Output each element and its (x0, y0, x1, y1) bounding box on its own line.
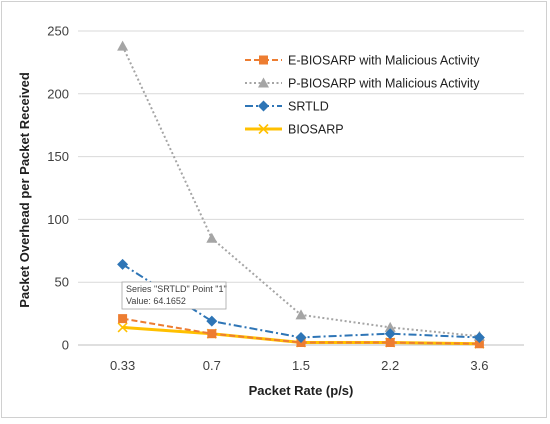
data-point (295, 309, 307, 320)
legend-marker (258, 77, 269, 88)
x-tick-label: 0.7 (203, 358, 221, 373)
data-point (206, 315, 218, 327)
y-tick-label: 250 (47, 24, 69, 39)
data-point (117, 40, 129, 51)
legend-label: E-BIOSARP with Malicious Activity (288, 54, 480, 68)
data-point (384, 321, 396, 332)
data-point (474, 339, 484, 349)
tooltip-line2: Value: 64.1652 (126, 296, 186, 306)
x-axis-title: Packet Rate (p/s) (249, 383, 354, 398)
data-point (385, 337, 395, 347)
data-point (384, 328, 396, 340)
legend-label: BIOSARP (288, 123, 344, 137)
legend-item: SRTLD (245, 100, 329, 114)
x-tick-label: 0.33 (110, 358, 135, 373)
y-tick-label: 0 (62, 338, 69, 353)
chart-frame: 0 50 100 150 200 250 0.33 0.7 1.5 2.2 3.6 Series "… (1, 1, 547, 418)
data-point (473, 331, 485, 343)
data-point (207, 329, 217, 339)
x-tick-label: 3.6 (470, 358, 488, 373)
legend-label: SRTLD (288, 100, 329, 114)
legend-item: BIOSARP (245, 123, 344, 137)
data-point (117, 322, 128, 333)
legend: E-BIOSARP with Malicious Activity P-BIOSA… (245, 54, 480, 137)
axes: 0 50 100 150 200 250 0.33 0.7 1.5 2.2 3.6 (47, 24, 488, 374)
x-tick-label: 2.2 (381, 358, 399, 373)
y-tick-label: 50 (55, 275, 69, 290)
legend-item: P-BIOSARP with Malicious Activity (245, 77, 480, 91)
legend-marker (258, 100, 269, 112)
data-point (206, 232, 218, 243)
y-tick-label: 150 (47, 149, 69, 164)
tooltip-line1: Series "SRTLD" Point "1" (126, 284, 227, 294)
data-point (295, 331, 307, 343)
legend-marker (259, 55, 268, 65)
x-tick-label: 1.5 (292, 358, 310, 373)
data-point (117, 258, 129, 270)
tooltip-box (121, 281, 227, 310)
legend-item: E-BIOSARP with Malicious Activity (245, 54, 480, 68)
line-chart: 0 50 100 150 200 250 0.33 0.7 1.5 2.2 3.6 Series "… (17, 24, 524, 398)
data-point (118, 314, 128, 324)
y-tick-label: 200 (47, 86, 69, 101)
data-tooltip: Series "SRTLD" Point "1" Value: 64.1652 (121, 281, 227, 310)
legend-marker (258, 123, 269, 135)
y-tick-label: 100 (47, 212, 69, 227)
y-axis-title: Packet Overhead per Packet Received (17, 72, 32, 308)
legend-label: P-BIOSARP with Malicious Activity (288, 77, 480, 91)
